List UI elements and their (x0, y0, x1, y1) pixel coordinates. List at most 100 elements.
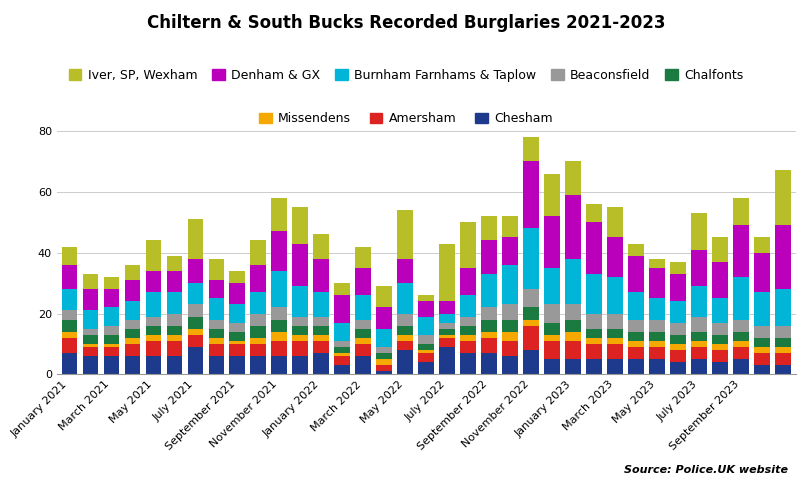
Bar (418, 350, 434, 353)
Bar (543, 173, 560, 216)
Bar (649, 347, 664, 359)
Bar (355, 338, 371, 344)
Bar (250, 356, 266, 374)
Bar (732, 225, 748, 277)
Bar (376, 365, 392, 372)
Bar (732, 277, 748, 320)
Bar (292, 356, 308, 374)
Bar (104, 335, 119, 344)
Bar (418, 295, 434, 301)
Bar (376, 329, 392, 347)
Bar (523, 137, 539, 161)
Bar (250, 292, 266, 313)
Bar (292, 326, 308, 335)
Bar (775, 289, 790, 326)
Bar (62, 289, 77, 311)
Bar (418, 335, 434, 344)
Bar (775, 353, 790, 365)
Bar (690, 286, 706, 317)
Bar (690, 250, 706, 286)
Bar (292, 335, 308, 341)
Bar (292, 243, 308, 286)
Bar (564, 320, 581, 332)
Bar (670, 323, 685, 335)
Bar (208, 259, 224, 280)
Bar (187, 219, 203, 259)
Bar (481, 338, 496, 353)
Bar (292, 286, 308, 317)
Bar (83, 311, 98, 329)
Bar (104, 347, 119, 356)
Bar (481, 307, 496, 320)
Bar (187, 329, 203, 335)
Bar (543, 304, 560, 323)
Bar (104, 289, 119, 307)
Bar (104, 277, 119, 289)
Bar (418, 353, 434, 362)
Bar (481, 216, 496, 240)
Bar (564, 161, 581, 195)
Bar (376, 286, 392, 307)
Bar (628, 243, 643, 256)
Bar (711, 362, 727, 374)
Bar (732, 347, 748, 359)
Bar (355, 329, 371, 338)
Bar (753, 238, 769, 252)
Bar (355, 295, 371, 320)
Bar (187, 304, 203, 317)
Bar (481, 353, 496, 374)
Bar (230, 341, 245, 344)
Bar (62, 265, 77, 289)
Bar (250, 338, 266, 344)
Bar (690, 213, 706, 250)
Bar (460, 341, 475, 353)
Bar (732, 320, 748, 332)
Bar (208, 320, 224, 329)
Bar (62, 332, 77, 338)
Bar (313, 317, 328, 326)
Bar (397, 313, 413, 326)
Bar (523, 307, 539, 320)
Bar (313, 326, 328, 335)
Legend: Missendens, Amersham, Chesham: Missendens, Amersham, Chesham (254, 107, 557, 130)
Bar (649, 341, 664, 347)
Bar (230, 304, 245, 323)
Bar (711, 238, 727, 262)
Bar (523, 161, 539, 228)
Bar (628, 292, 643, 320)
Bar (753, 338, 769, 347)
Bar (690, 317, 706, 332)
Bar (711, 335, 727, 344)
Bar (543, 335, 560, 341)
Bar (481, 320, 496, 332)
Bar (732, 198, 748, 225)
Bar (208, 338, 224, 344)
Bar (439, 335, 455, 338)
Bar (481, 240, 496, 274)
Bar (83, 274, 98, 289)
Bar (543, 323, 560, 335)
Bar (230, 356, 245, 374)
Bar (670, 362, 685, 374)
Bar (145, 292, 161, 317)
Bar (439, 301, 455, 313)
Bar (397, 350, 413, 374)
Bar (208, 329, 224, 338)
Bar (586, 338, 602, 344)
Bar (250, 344, 266, 356)
Bar (564, 259, 581, 304)
Bar (271, 356, 287, 374)
Bar (460, 268, 475, 295)
Bar (775, 338, 790, 347)
Bar (145, 271, 161, 292)
Bar (292, 317, 308, 326)
Bar (628, 332, 643, 341)
Bar (230, 323, 245, 332)
Bar (145, 335, 161, 341)
Bar (502, 216, 517, 238)
Bar (271, 307, 287, 320)
Bar (355, 344, 371, 356)
Bar (711, 344, 727, 350)
Bar (670, 350, 685, 362)
Bar (564, 341, 581, 359)
